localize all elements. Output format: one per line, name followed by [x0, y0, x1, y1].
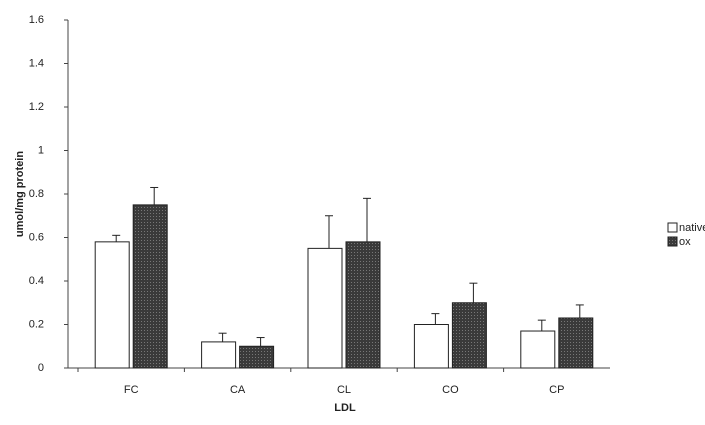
chart: umol/mg protein LDL 0 0.2 0.4 0.6 0.8 1 1.2 1.4…	[0, 0, 705, 425]
legend-label: native	[679, 222, 705, 234]
bar	[95, 242, 129, 368]
y-tick-label: 0	[38, 362, 44, 374]
bar	[559, 318, 593, 368]
y-tick-label: 0.6	[29, 231, 44, 243]
x-tick-label: CP	[549, 384, 564, 396]
x-tick-label: CO	[442, 384, 459, 396]
legend-swatch	[668, 237, 677, 246]
x-tick-label: CL	[337, 384, 351, 396]
y-tick-label: 1.4	[29, 57, 44, 69]
y-tick-label: 0.2	[29, 318, 44, 330]
x-tick-label: CA	[230, 384, 246, 396]
bar	[133, 205, 167, 368]
bar	[346, 242, 380, 368]
x-axis-label: LDL	[334, 402, 356, 414]
y-tick-label: 0.4	[29, 275, 44, 287]
y-tick-label: 1.6	[29, 14, 44, 26]
y-tick-label: 1	[38, 144, 44, 156]
legend-swatch	[668, 223, 677, 232]
y-tick-label: 1.2	[29, 101, 44, 113]
bar	[414, 325, 448, 369]
legend-label: ox	[679, 236, 691, 248]
bar	[452, 303, 486, 368]
bar	[240, 346, 274, 368]
y-axis-label: umol/mg protein	[14, 151, 26, 237]
y-tick-label: 0.8	[29, 188, 44, 200]
bar	[521, 331, 555, 368]
bar	[202, 342, 236, 368]
x-tick-label: FC	[124, 384, 139, 396]
bar	[308, 248, 342, 368]
